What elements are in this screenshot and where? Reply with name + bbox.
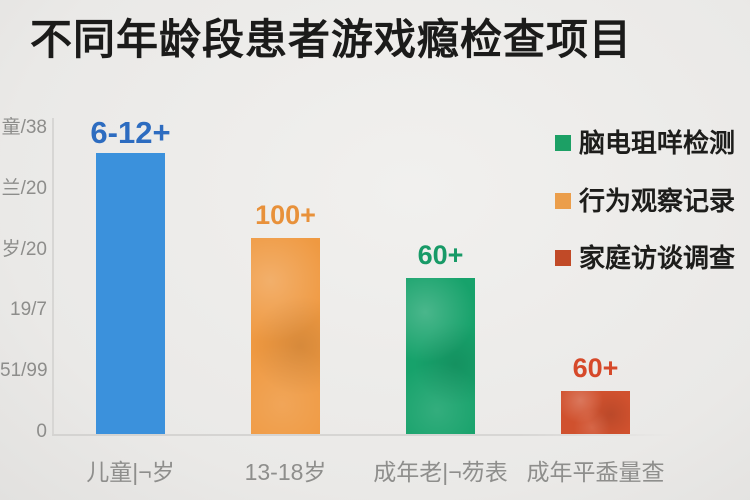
- x-category-label: 成年平盉量查: [526, 459, 665, 485]
- x-category-label: 儿童|¬岁: [86, 459, 175, 485]
- x-category-label: 13-18岁: [244, 459, 327, 485]
- legend-swatch-icon: [555, 250, 571, 266]
- bar-3: [561, 391, 630, 434]
- legend-item-2: 家庭访谈调查: [555, 244, 735, 272]
- y-tick-label: 0: [36, 421, 47, 442]
- x-axis-line: [52, 434, 674, 436]
- legend-item-0: 脑电珇咩检测: [555, 129, 735, 157]
- legend-label: 家庭访谈调查: [579, 243, 736, 273]
- y-tick-label: 51/99: [0, 360, 48, 382]
- y-tick-label: 童/38: [1, 117, 47, 138]
- bar-value-label: 60+: [417, 240, 464, 270]
- y-tick-label: 19/7: [10, 299, 47, 321]
- chart-title: 不同年龄段患者游戏瘾检查项目: [30, 16, 633, 63]
- legend-item-1: 行为观察记录: [555, 187, 735, 215]
- bar-0: [96, 153, 165, 434]
- y-tick-label: 兰/20: [1, 177, 47, 199]
- legend-swatch-icon: [555, 135, 571, 151]
- bar-value-label: 100+: [255, 200, 316, 230]
- bar-2: [406, 278, 475, 434]
- legend-label: 行为观察记录: [579, 185, 736, 216]
- bar-value-label: 60+: [572, 353, 619, 383]
- x-category-label: 成年老|¬芴表: [373, 459, 508, 485]
- y-axis-line: [52, 118, 54, 436]
- legend-swatch-icon: [555, 192, 571, 209]
- legend-label: 脑电珇咩检测: [579, 128, 736, 158]
- bar-1: [251, 238, 320, 434]
- y-tick-label: 岁/20: [1, 238, 47, 260]
- bar-value-label: 6-12+: [90, 115, 171, 150]
